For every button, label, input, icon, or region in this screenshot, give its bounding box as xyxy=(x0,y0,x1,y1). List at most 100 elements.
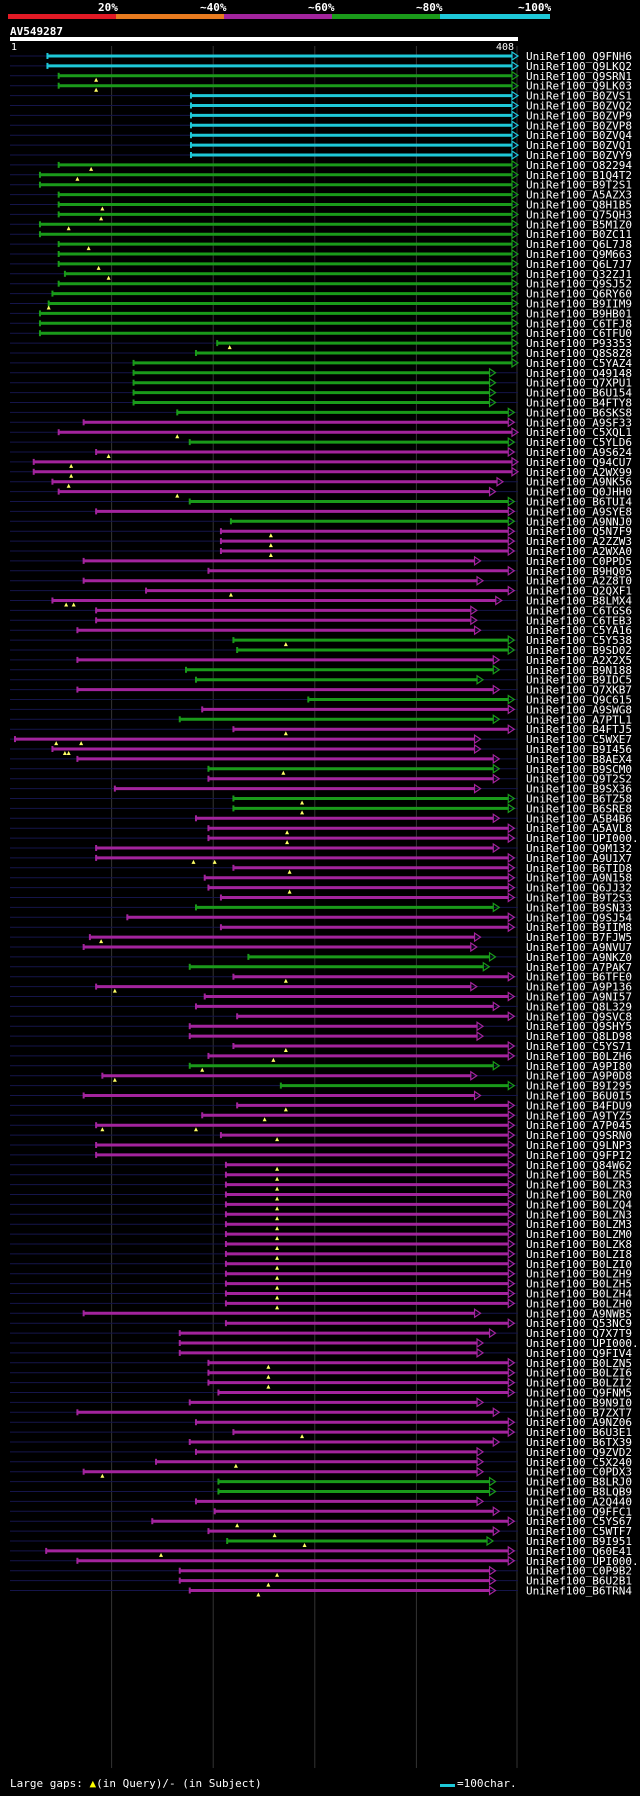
hit-id[interactable]: UniRef100_C5YAZ4 xyxy=(526,357,632,370)
hit-id[interactable]: UniRef100_B9SN33 xyxy=(526,901,632,914)
hit-row[interactable]: UniRef100_B0LZR0 xyxy=(10,1189,632,1202)
hit-row[interactable]: UniRef100_Q9FFC1 xyxy=(10,1505,632,1518)
hit-id[interactable]: UniRef100_A9NI57 xyxy=(526,991,632,1004)
hit-id[interactable]: UniRef100_B0LZH0 xyxy=(526,1297,632,1310)
hit-id[interactable]: UniRef100_B0LZI8 xyxy=(526,1248,632,1261)
hit-row[interactable]: UniRef100_Q8LD98 xyxy=(10,1030,632,1043)
hit-id[interactable]: UniRef100_Q9ZVD2 xyxy=(526,1446,632,1459)
hit-id[interactable]: UniRef100_B6U154 xyxy=(526,387,632,400)
hit-id[interactable]: UniRef100_Q8H1B5 xyxy=(526,199,632,212)
hit-id[interactable]: UniRef100_Q7XPU1 xyxy=(526,377,632,390)
hit-row[interactable]: UniRef100_B9N188 xyxy=(10,664,632,677)
hit-row[interactable]: UniRef100_C5WXE7 xyxy=(10,733,632,746)
hit-id[interactable]: UniRef100_C5YA16 xyxy=(526,624,632,637)
hit-id[interactable]: UniRef100_Q9C615 xyxy=(526,694,632,707)
hit-row[interactable]: UniRef100_UPI000.. xyxy=(10,1337,640,1350)
hit-row[interactable]: UniRef100_C5YA16 xyxy=(10,624,632,637)
hit-id[interactable]: UniRef100_A9SYE8 xyxy=(526,505,632,518)
hit-row[interactable]: UniRef100_A2WXA0 xyxy=(10,545,632,558)
hit-row[interactable]: UniRef100_Q9SVC8 xyxy=(10,1010,632,1023)
hit-row[interactable]: UniRef100_Q7X7T9 xyxy=(10,1327,632,1340)
hit-id[interactable]: UniRef100_A2ZZW3 xyxy=(526,535,632,548)
hit-id[interactable]: UniRef100_B0LZH5 xyxy=(526,1278,632,1291)
hit-id[interactable]: UniRef100_A9SWG8 xyxy=(526,703,632,716)
hit-id[interactable]: UniRef100_Q8S8Z8 xyxy=(526,347,632,360)
hit-row[interactable]: UniRef100_Q8L329 xyxy=(10,1000,632,1013)
hit-id[interactable]: UniRef100_B6TX39 xyxy=(526,1436,632,1449)
hit-id[interactable]: UniRef100_A5AZX3 xyxy=(526,189,632,202)
hit-row[interactable]: UniRef100_B7ZXT7 xyxy=(10,1406,632,1419)
hit-id[interactable]: UniRef100_Q8L329 xyxy=(526,1000,632,1013)
hit-id[interactable]: UniRef100_Q5N7F9 xyxy=(526,525,632,538)
hit-row[interactable]: UniRef100_B9SD02 xyxy=(10,644,632,657)
hit-row[interactable]: UniRef100_Q9LKQ2 xyxy=(10,60,632,73)
hit-row[interactable]: UniRef100_C5YLD6 xyxy=(10,436,632,449)
hit-row[interactable]: UniRef100_C5YAZ4 xyxy=(10,357,632,370)
hit-row[interactable]: UniRef100_B8LRJ0 xyxy=(10,1476,632,1489)
hit-row[interactable]: UniRef100_Q9FIV4 xyxy=(10,1347,632,1360)
hit-id[interactable]: UniRef100_C6TEB3 xyxy=(526,614,632,627)
hit-id[interactable]: UniRef100_A9SF33 xyxy=(526,416,632,429)
hit-id[interactable]: UniRef100_B9HB01 xyxy=(526,307,632,320)
hit-id[interactable]: UniRef100_A9NVU7 xyxy=(526,941,632,954)
hit-id[interactable]: UniRef100_A2X2X5 xyxy=(526,654,632,667)
hit-id[interactable]: UniRef100_B0LZR0 xyxy=(526,1189,632,1202)
hit-id[interactable]: UniRef100_B6U3E1 xyxy=(526,1426,632,1439)
hit-id[interactable]: UniRef100_A9N158 xyxy=(526,872,632,885)
hit-id[interactable]: UniRef100_Q53NC9 xyxy=(526,1317,632,1330)
hit-row[interactable]: UniRef100_C5X240 xyxy=(10,1456,632,1469)
hit-id[interactable]: UniRef100_Q32ZJ1 xyxy=(526,268,632,281)
hit-id[interactable]: UniRef100_Q9LKQ2 xyxy=(526,60,632,73)
hit-row[interactable]: UniRef100_B9HB01 xyxy=(10,307,632,320)
hit-id[interactable]: UniRef100_B9SX36 xyxy=(526,783,632,796)
hit-id[interactable]: UniRef100_A9NWB5 xyxy=(526,1307,632,1320)
hit-row[interactable]: UniRef100_B9SN33 xyxy=(10,901,632,914)
hit-row[interactable]: UniRef100_B8AEX4 xyxy=(10,753,632,766)
hit-id[interactable]: UniRef100_Q94CU7 xyxy=(526,456,632,469)
hit-row[interactable]: UniRef100_B0LZI0 xyxy=(10,1258,632,1271)
hit-id[interactable]: UniRef100_C5YLD6 xyxy=(526,436,632,449)
hit-id[interactable]: UniRef100_UPI000.. xyxy=(526,1555,640,1568)
hit-row[interactable]: UniRef100_Q84W62 xyxy=(10,1159,632,1172)
hit-id[interactable]: UniRef100_B9I456 xyxy=(526,743,632,756)
hit-id[interactable]: UniRef100_B8LMX4 xyxy=(526,595,632,608)
hit-id[interactable]: UniRef100_B0LZM0 xyxy=(526,1228,632,1241)
hit-row[interactable]: UniRef100_B0LZR3 xyxy=(10,1179,632,1192)
hit-row[interactable]: UniRef100_B6U0I5 xyxy=(10,1090,632,1103)
hit-id[interactable]: UniRef100_UPI000.. xyxy=(526,832,640,845)
hit-id[interactable]: UniRef100_A2WXA0 xyxy=(526,545,632,558)
hit-id[interactable]: UniRef100_Q9M132 xyxy=(526,842,632,855)
hit-id[interactable]: UniRef100_B0LZH9 xyxy=(526,1268,632,1281)
hit-row[interactable]: UniRef100_B0LZI2 xyxy=(10,1377,632,1390)
hit-row[interactable]: UniRef100_A9NZ06 xyxy=(10,1416,632,1429)
hit-row[interactable]: UniRef100_Q32ZJ1 xyxy=(10,268,632,281)
hit-id[interactable]: UniRef100_B0ZVQ1 xyxy=(526,139,632,152)
hit-id[interactable]: UniRef100_Q9LK03 xyxy=(526,80,632,93)
hit-id[interactable]: UniRef100_B4FTJ5 xyxy=(526,723,632,736)
hit-id[interactable]: UniRef100_B6TFE0 xyxy=(526,971,632,984)
hit-row[interactable]: UniRef100_Q9M663 xyxy=(10,248,632,261)
hit-row[interactable]: UniRef100_B4FTY8 xyxy=(10,397,632,410)
hit-id[interactable]: UniRef100_B9N188 xyxy=(526,664,632,677)
hit-id[interactable]: UniRef100_A5AVL8 xyxy=(526,822,632,835)
hit-row[interactable]: UniRef100_A9SF33 xyxy=(10,416,632,429)
hit-id[interactable]: UniRef100_B9T2S3 xyxy=(526,892,632,905)
hit-row[interactable]: UniRef100_C6TFU0 xyxy=(10,327,632,340)
hit-id[interactable]: UniRef100_A9U1X7 xyxy=(526,852,632,865)
hit-id[interactable]: UniRef100_B0ZVQ2 xyxy=(526,100,632,113)
hit-row[interactable]: UniRef100_B6TZ58 xyxy=(10,793,632,806)
hit-row[interactable]: UniRef100_Q9ZVD2 xyxy=(10,1446,632,1459)
hit-id[interactable]: UniRef100_Q6RY60 xyxy=(526,288,632,301)
hit-id[interactable]: UniRef100_C5YS67 xyxy=(526,1515,632,1528)
hit-id[interactable]: UniRef100_C5XQL1 xyxy=(526,426,632,439)
hit-id[interactable]: UniRef100_Q6L7J7 xyxy=(526,258,632,271)
hit-id[interactable]: UniRef100_B0LZR5 xyxy=(526,1169,632,1182)
hit-id[interactable]: UniRef100_B0LZI0 xyxy=(526,1258,632,1271)
hit-row[interactable]: UniRef100_B0LZH0 xyxy=(10,1297,632,1310)
hit-id[interactable]: UniRef100_B0LZI2 xyxy=(526,1377,632,1390)
hit-row[interactable]: UniRef100_A7PAK7 xyxy=(10,961,632,974)
hit-row[interactable]: UniRef100_B0LZK8 xyxy=(10,1238,632,1251)
hit-row[interactable]: UniRef100_C5Y538 xyxy=(10,634,632,647)
hit-row[interactable]: UniRef100_A9SWG8 xyxy=(10,703,632,716)
hit-id[interactable]: UniRef100_Q9FIV4 xyxy=(526,1347,632,1360)
